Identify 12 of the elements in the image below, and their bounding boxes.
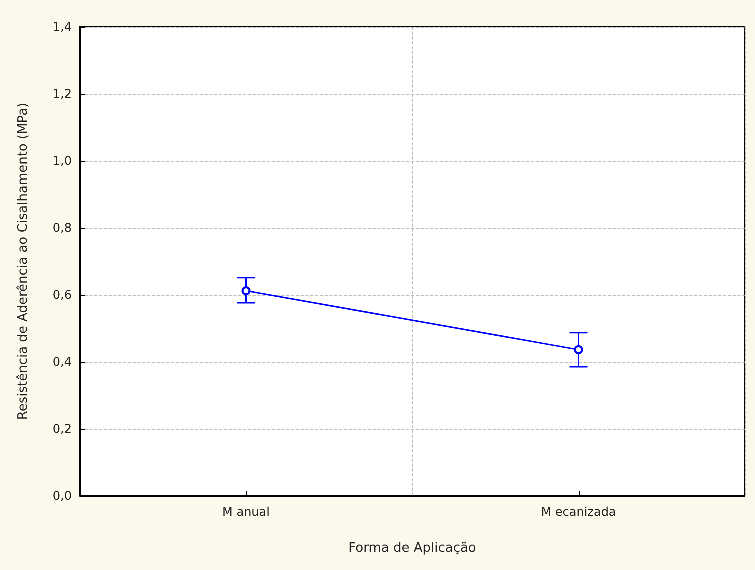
y-tick-label: 1,4 [52, 20, 72, 34]
y-tick-label: 0,4 [52, 355, 72, 369]
y-tick-label: 1,2 [52, 87, 72, 101]
x-tick-label: M ecanizada [541, 505, 616, 519]
y-tick-label: 0,6 [52, 288, 72, 302]
x-tick-label: M anual [222, 505, 270, 519]
y-tick-label: 0,8 [52, 221, 72, 235]
x-axis-title: Forma de Aplicação [348, 541, 476, 556]
y-axis-title: Resistência de Aderência ao Cisalhamento (MPa) [16, 102, 31, 420]
y-tick-label: 1,0 [52, 154, 72, 168]
y-tick-label: 0,2 [52, 422, 72, 436]
y-tick-label: 0,0 [52, 489, 72, 503]
